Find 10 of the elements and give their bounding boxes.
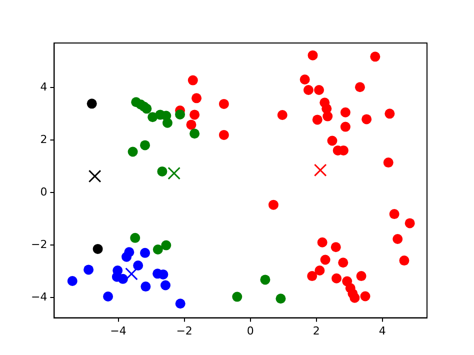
y-tick-label: −4 bbox=[30, 290, 48, 304]
y-tick-label: 4 bbox=[40, 80, 48, 94]
x-tick-label: −2 bbox=[176, 324, 192, 338]
y-tick-label: −2 bbox=[30, 238, 48, 251]
y-tick-label: 2 bbox=[40, 132, 48, 146]
x-tick-label: 0 bbox=[246, 324, 254, 338]
x-tick-label: 2 bbox=[312, 324, 320, 338]
y-tick-label: 0 bbox=[40, 185, 48, 198]
x-tick-label: −4 bbox=[110, 324, 126, 338]
x-tick-label: 4 bbox=[378, 324, 386, 338]
